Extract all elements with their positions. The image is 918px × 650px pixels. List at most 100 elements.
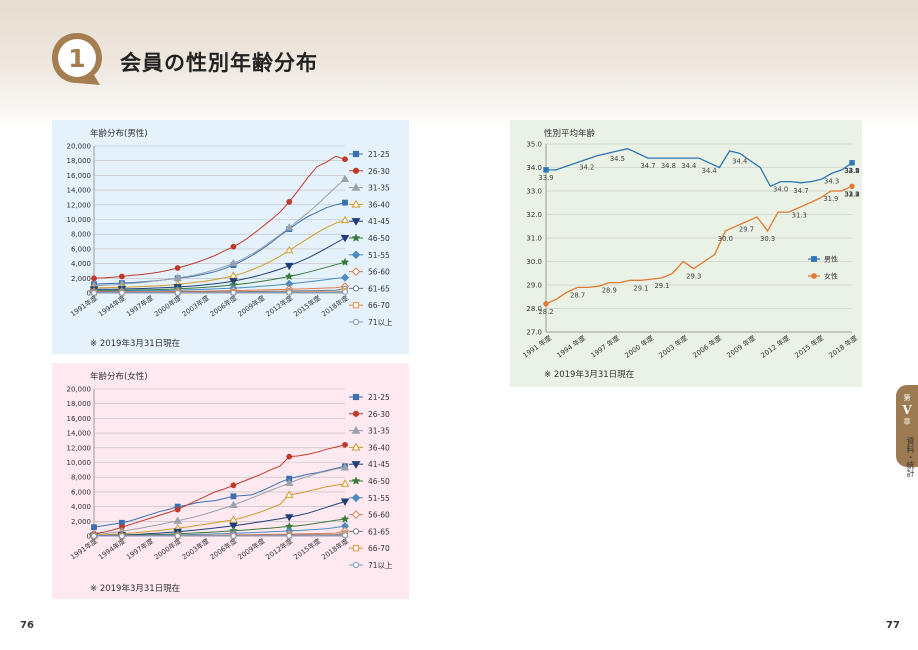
legend-label: 51-55 bbox=[368, 494, 390, 503]
data-label: 28.7 bbox=[570, 291, 585, 299]
legend-item: 36-40 bbox=[349, 442, 390, 452]
legend-label: 61-65 bbox=[368, 527, 390, 536]
section-badge-icon: 1 bbox=[52, 33, 102, 85]
series-line bbox=[93, 219, 346, 289]
series-31-35 bbox=[89, 174, 350, 289]
chapter-tab-numeral: V bbox=[902, 403, 912, 417]
series-line bbox=[93, 155, 346, 279]
legend-marker bbox=[351, 461, 361, 469]
legend-item: 51-55 bbox=[349, 250, 390, 260]
legend-marker bbox=[352, 561, 360, 569]
x-tick-label: 1994年度 bbox=[97, 536, 128, 561]
y-tick-label: 14,000 bbox=[67, 430, 92, 438]
data-point bbox=[342, 199, 348, 206]
legend-label: 66-70 bbox=[368, 301, 390, 310]
data-point bbox=[849, 160, 855, 166]
series-女性 bbox=[543, 183, 855, 307]
data-label: 34.2 bbox=[844, 167, 859, 175]
data-label: 32.1 bbox=[844, 190, 859, 198]
data-point bbox=[284, 490, 294, 498]
data-point bbox=[229, 271, 238, 279]
legend-marker bbox=[351, 426, 361, 434]
data-label: 34.5 bbox=[610, 155, 625, 163]
data-point bbox=[174, 289, 181, 296]
legend-marker bbox=[352, 285, 360, 292]
data-point bbox=[342, 156, 348, 163]
series-line bbox=[94, 534, 346, 537]
y-tick-label: 6,000 bbox=[71, 488, 91, 496]
data-point bbox=[543, 301, 549, 307]
y-tick-label: 28.0 bbox=[526, 305, 542, 313]
data-label: 33.2 bbox=[844, 167, 859, 175]
y-tick-label: 4,000 bbox=[71, 503, 91, 511]
x-tick-label: 1997年度 bbox=[124, 536, 155, 561]
x-tick-label: 2015年度 bbox=[292, 293, 323, 318]
page-number-left: 76 bbox=[20, 620, 34, 631]
data-point bbox=[229, 500, 238, 509]
series-line bbox=[94, 261, 346, 291]
series-line bbox=[93, 277, 346, 292]
data-label: 30.0 bbox=[718, 235, 733, 243]
chart-note: ※ 2019年3月31日現在 bbox=[90, 584, 181, 594]
data-point bbox=[230, 482, 237, 489]
data-point bbox=[342, 532, 348, 539]
chapter-tab[interactable]: 第 V 章 bbox=[896, 385, 918, 467]
legend-label: 26-30 bbox=[368, 410, 390, 419]
data-point bbox=[230, 532, 237, 539]
y-tick-label: 0 bbox=[87, 533, 91, 541]
data-label: 33.4 bbox=[844, 167, 859, 175]
y-tick-label: 31.0 bbox=[526, 235, 542, 243]
x-tick-label: 2015年度 bbox=[292, 536, 323, 561]
legend-marker bbox=[351, 218, 361, 226]
series-31-35 bbox=[89, 463, 350, 538]
legend-label: 51-55 bbox=[368, 251, 390, 260]
chart-note: ※ 2019年3月31日現在 bbox=[544, 370, 635, 380]
legend-marker bbox=[352, 302, 360, 309]
legend-marker bbox=[352, 545, 360, 552]
data-point bbox=[284, 478, 294, 486]
legend-marker bbox=[351, 267, 361, 276]
legend-item: 61-65 bbox=[349, 284, 390, 293]
data-point bbox=[340, 174, 350, 182]
series-line bbox=[93, 465, 346, 528]
y-tick-label: 8,000 bbox=[71, 474, 91, 482]
data-point bbox=[286, 198, 293, 205]
data-point bbox=[340, 234, 350, 243]
legend-item: 46-50 bbox=[349, 233, 390, 243]
header-band bbox=[0, 0, 918, 130]
legend-label: 61-65 bbox=[368, 284, 390, 293]
data-point bbox=[342, 288, 348, 295]
x-tick-label: 2018年度 bbox=[320, 536, 351, 561]
data-label: 34.7 bbox=[793, 187, 808, 195]
y-tick-label: 4,000 bbox=[71, 260, 91, 268]
data-label: 29.7 bbox=[739, 226, 754, 234]
y-tick-label: 12,000 bbox=[67, 201, 92, 209]
data-point bbox=[118, 533, 125, 539]
data-point bbox=[284, 262, 294, 271]
data-point bbox=[91, 289, 97, 296]
legend-marker bbox=[351, 183, 361, 191]
legend-label: 41-45 bbox=[368, 217, 390, 226]
legend-item: 男性 bbox=[808, 255, 838, 264]
series-line bbox=[93, 501, 346, 537]
x-tick-label: 2006年度 bbox=[208, 293, 239, 318]
data-label: 28.2 bbox=[538, 308, 553, 316]
chart-title: 年齢分布(女性) bbox=[90, 372, 148, 382]
legend-label: 41-45 bbox=[368, 460, 390, 469]
series-21-25 bbox=[91, 199, 348, 288]
series-41-45 bbox=[89, 234, 350, 294]
female-age-chart: 0 2,000 4,000 6,000 8,000 10,000 12,000 14,000 1… bbox=[67, 386, 394, 571]
data-point bbox=[849, 183, 855, 189]
data-point bbox=[174, 265, 181, 271]
average-age-chart-panel: 性別平均年齢 27.0 28.0 29.0 30.0 31.0 32.0 33.0 34.0 3… bbox=[510, 120, 862, 387]
legend-item: 21-25 bbox=[349, 393, 390, 402]
legend-label: 26-30 bbox=[368, 167, 390, 176]
data-point bbox=[284, 514, 294, 522]
legend-item: 66-70 bbox=[349, 301, 390, 310]
x-tick-label: 2012年度 bbox=[264, 293, 295, 318]
x-tick-label: 2000年度 bbox=[152, 536, 183, 561]
x-tick-label: 2003年度 bbox=[180, 293, 211, 318]
data-point bbox=[342, 441, 348, 448]
legend-label: 36-40 bbox=[368, 443, 390, 452]
legend-marker bbox=[352, 410, 360, 417]
